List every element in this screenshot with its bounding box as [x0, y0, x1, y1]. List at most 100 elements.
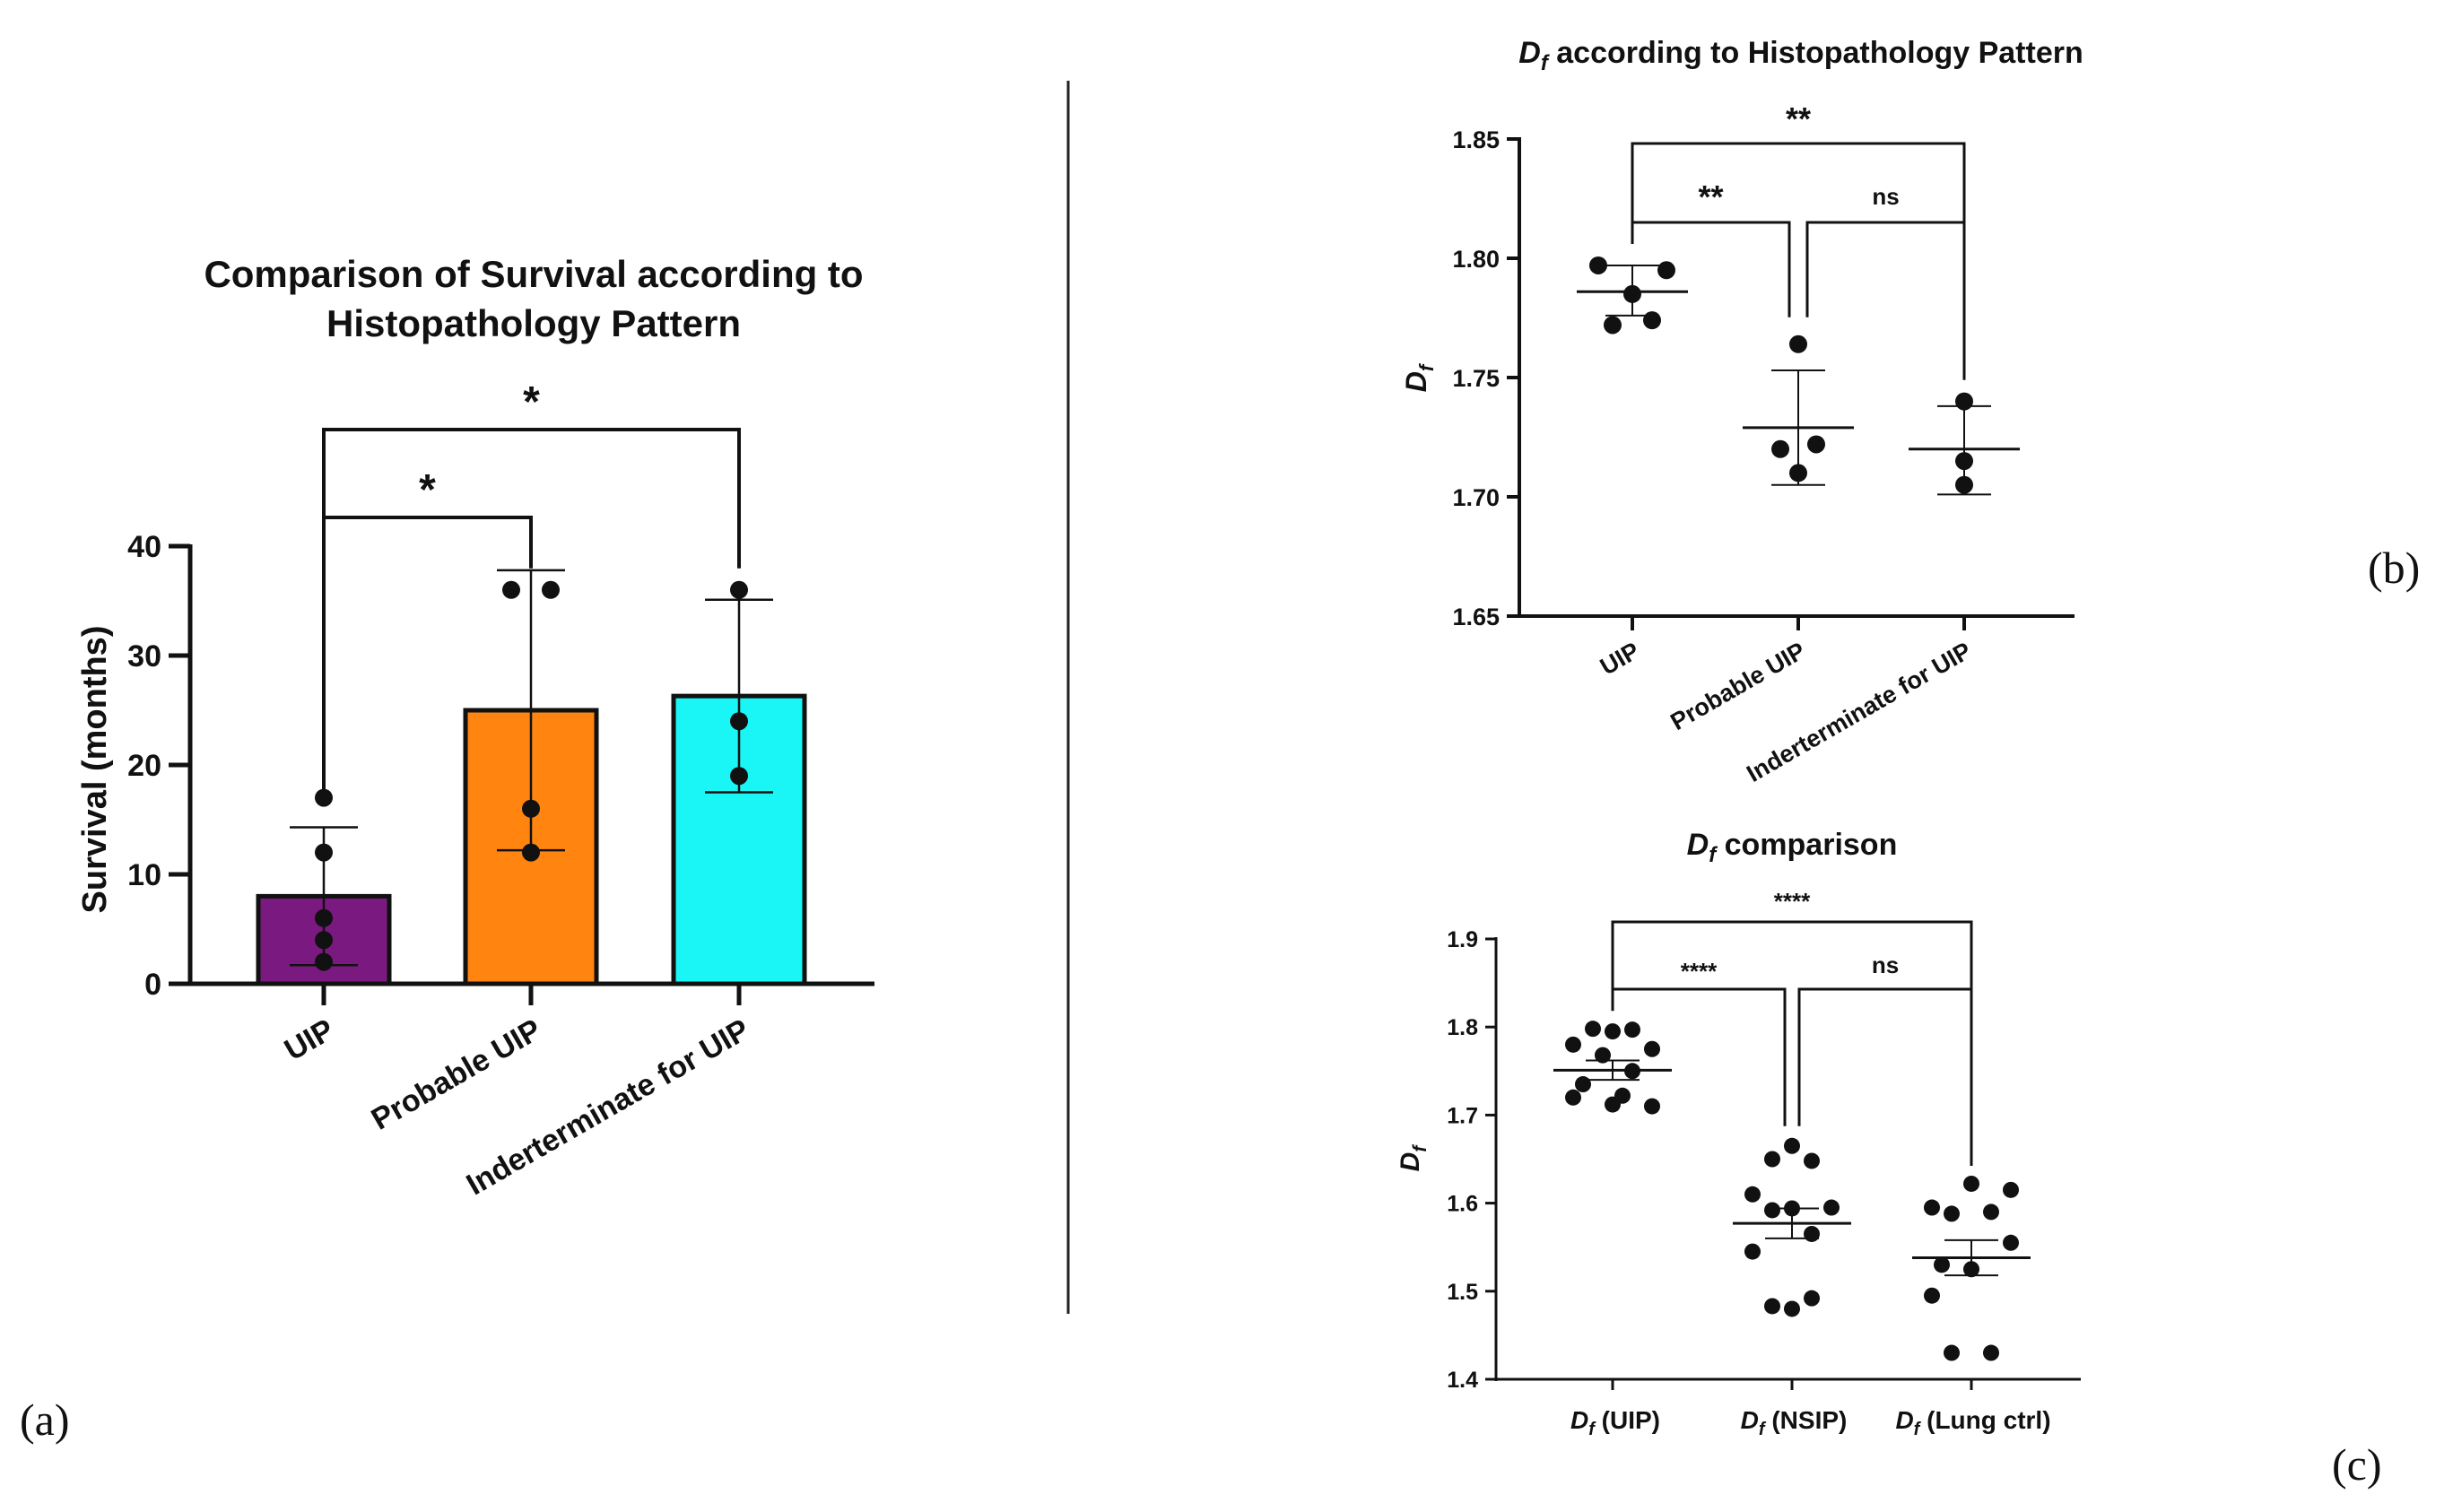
- x-tick-label-1: Probable UIP: [366, 1012, 547, 1137]
- data-point-1-3: [1807, 435, 1825, 454]
- x-tick-label-0: UIP: [279, 1012, 340, 1067]
- data-point-0-0: [1589, 256, 1607, 274]
- panel-label-c: (c): [2332, 1439, 2382, 1490]
- data-point-1-7: [1804, 1225, 1820, 1242]
- data-point-0-4: [315, 952, 333, 971]
- y-tick-label-0: 0: [144, 968, 161, 1002]
- data-point-0-11: [1644, 1098, 1660, 1115]
- y-tick-label-2: 20: [127, 749, 161, 783]
- data-point-1-0: [1789, 335, 1807, 353]
- data-point-0-9: [1565, 1089, 1581, 1106]
- data-point-1-2: [1804, 1152, 1820, 1169]
- data-point-0-1: [1605, 1023, 1621, 1040]
- significance-label-0: *: [419, 466, 436, 514]
- data-point-1-0: [502, 580, 520, 599]
- data-point-2-10: [1983, 1344, 1999, 1361]
- significance-bracket-1: [1805, 221, 1966, 380]
- y-tick-label-0: 1.65: [1452, 604, 1500, 630]
- data-point-2-0: [730, 580, 748, 599]
- significance-bracket-0: [1631, 221, 1791, 317]
- data-point-2-2: [730, 767, 748, 786]
- chart-b-title: Df according to Histopathology Pattern: [1518, 36, 2083, 75]
- y-tick-label-4: 1.8: [1447, 1015, 1478, 1040]
- y-tick-label-2: 1.6: [1447, 1192, 1478, 1217]
- chart-c-y-axis-label: Df: [1396, 1144, 1431, 1172]
- data-point-0-3: [1565, 1036, 1581, 1053]
- y-tick-label-2: 1.75: [1452, 365, 1500, 392]
- data-point-1-2: [1789, 464, 1807, 482]
- y-tick-label-1: 1.5: [1447, 1280, 1478, 1305]
- chart-c-x-tick-label-0: Df (UIP): [1570, 1406, 1660, 1439]
- data-point-2-2: [1955, 475, 1973, 494]
- y-tick-label-4: 1.85: [1452, 126, 1500, 153]
- data-point-1-8: [1744, 1243, 1761, 1260]
- panel-label-a: (a): [20, 1395, 70, 1445]
- significance-bracket-2: [1631, 142, 1966, 380]
- y-tick-label-3: 30: [127, 639, 161, 673]
- significance-label-0: ****: [1681, 958, 1718, 985]
- y-tick-label-4: 40: [127, 530, 161, 564]
- significance-label-1: ns: [1872, 952, 1899, 978]
- y-tick-label-3: 1.80: [1452, 246, 1500, 273]
- significance-label-2: **: [1786, 100, 1811, 137]
- significance-bracket-2: [1611, 920, 1973, 1166]
- data-point-0-4: [1643, 311, 1661, 330]
- y-tick-label-5: 1.9: [1447, 927, 1478, 952]
- chart-c-x-tick-label-1: Df (NSIP): [1741, 1406, 1848, 1439]
- data-point-2-8: [1924, 1287, 1940, 1304]
- chart-c-x-tick-label-2: Df (Lung ctrl): [1895, 1406, 2050, 1439]
- chart-a-y-axis-label: Survival (months): [76, 626, 114, 914]
- data-point-2-1: [730, 712, 748, 731]
- x-tick-label-1: Probable UIP: [1666, 637, 1810, 735]
- panel-label-b: (b): [2368, 543, 2420, 593]
- data-point-1-9: [1804, 1290, 1820, 1307]
- chart-b-y-axis-label: Df: [1400, 362, 1438, 392]
- data-point-1-1: [542, 580, 560, 599]
- data-point-2-5: [2003, 1234, 2019, 1251]
- chart-a-title-line-1: Comparison of Survival according to: [204, 253, 863, 295]
- data-point-1-0: [1784, 1137, 1800, 1154]
- data-point-0-2: [1623, 284, 1641, 303]
- x-tick-label-0: UIP: [1596, 637, 1644, 680]
- data-point-2-0: [1963, 1175, 1979, 1192]
- significance-label-2: ****: [1774, 888, 1811, 915]
- significance-bracket-0: [1611, 987, 1787, 1126]
- chart-c-title: Df comparison: [1687, 828, 1898, 867]
- significance-label-1: ns: [1872, 183, 1899, 210]
- significance-label-1: *: [523, 378, 540, 426]
- data-point-1-1: [1764, 1151, 1780, 1168]
- data-point-2-0: [1955, 392, 1973, 411]
- y-tick-label-0: 1.4: [1447, 1368, 1478, 1393]
- data-point-0-10: [1605, 1096, 1621, 1113]
- data-point-1-2: [522, 799, 540, 818]
- chart-a-title-line-2: Histopathology Pattern: [326, 302, 741, 344]
- data-point-1-3: [522, 843, 540, 862]
- data-point-0-5: [1595, 1047, 1611, 1064]
- y-tick-label-1: 10: [127, 858, 161, 892]
- data-point-1-4: [1823, 1199, 1840, 1216]
- data-point-1-10: [1764, 1298, 1780, 1315]
- data-point-2-3: [1983, 1204, 1999, 1221]
- significance-bracket-1: [322, 428, 741, 798]
- data-point-0-3: [315, 931, 333, 950]
- significance-label-0: **: [1698, 178, 1723, 215]
- data-point-1-11: [1784, 1300, 1800, 1317]
- y-tick-label-1: 1.70: [1452, 484, 1500, 511]
- data-point-2-2: [1924, 1199, 1940, 1216]
- data-point-0-1: [315, 843, 333, 862]
- data-point-1-6: [1764, 1202, 1780, 1219]
- data-point-1-3: [1744, 1186, 1761, 1203]
- significance-bracket-1: [1797, 987, 1973, 1166]
- data-point-0-1: [1657, 261, 1675, 280]
- data-point-2-6: [1934, 1256, 1950, 1273]
- data-point-2-1: [1955, 452, 1973, 471]
- data-point-0-0: [1585, 1021, 1601, 1038]
- data-point-0-2: [315, 908, 333, 927]
- data-point-0-7: [1575, 1076, 1591, 1093]
- data-point-0-4: [1644, 1040, 1660, 1057]
- data-point-2-1: [2003, 1181, 2019, 1198]
- data-point-2-9: [1944, 1344, 1960, 1361]
- data-point-0-2: [1624, 1021, 1640, 1038]
